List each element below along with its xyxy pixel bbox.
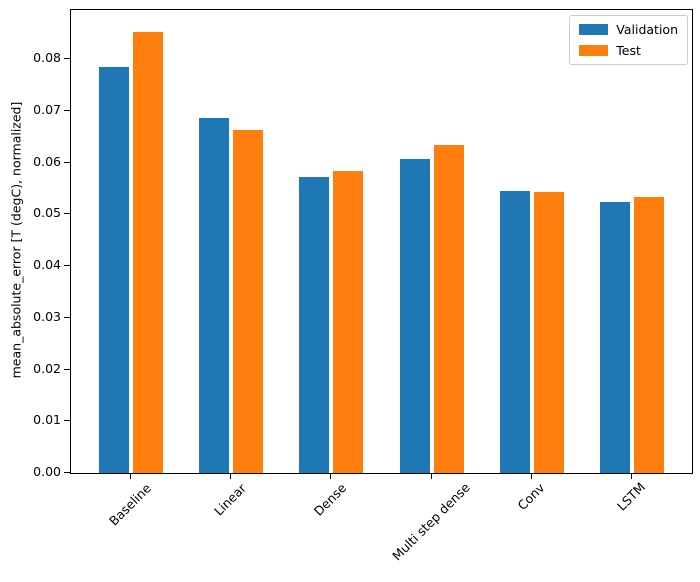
y-tick-mark	[64, 265, 70, 267]
legend-row-test: Test	[579, 43, 678, 58]
plot-area: Validation Test	[70, 9, 693, 474]
bar-test-baseline	[133, 32, 164, 473]
bar-test-multi-step-dense	[433, 145, 464, 473]
y-tick-label: 0.08	[33, 50, 61, 66]
y-tick-mark	[64, 368, 70, 370]
bar-validation-dense	[299, 176, 330, 473]
x-tick-label-dense: Dense	[311, 479, 350, 519]
legend-label-test: Test	[616, 43, 641, 58]
bar-test-lstm	[633, 197, 664, 473]
y-tick-label: 0.04	[33, 257, 61, 273]
bar-validation-conv	[499, 191, 530, 473]
y-tick-label: 0.02	[33, 360, 61, 376]
x-tick-mark	[230, 473, 232, 479]
x-tick-label-conv: Conv	[514, 480, 548, 514]
legend-swatch-test	[579, 45, 609, 56]
bar-validation-multi-step-dense	[399, 159, 430, 473]
bar-test-linear	[233, 130, 264, 473]
x-tick-label-lstm: LSTM	[613, 479, 648, 515]
y-tick-mark	[64, 58, 70, 60]
y-tick-mark	[64, 420, 70, 422]
y-tick-label: 0.01	[33, 412, 61, 428]
x-tick-mark	[530, 473, 532, 479]
x-tick-label-baseline: Baseline	[106, 479, 155, 529]
y-tick-mark	[64, 213, 70, 215]
y-tick-label: 0.00	[33, 464, 61, 479]
bar-validation-baseline	[99, 66, 130, 473]
y-tick-label: 0.05	[33, 205, 61, 221]
y-tick-mark	[64, 109, 70, 111]
x-tick-mark	[330, 473, 332, 479]
bar-validation-lstm	[599, 201, 630, 473]
x-tick-label-multi-step-dense: Multi step dense	[388, 479, 473, 564]
y-tick-mark	[64, 316, 70, 318]
legend-swatch-validation	[579, 24, 609, 35]
y-tick-label: 0.07	[33, 101, 61, 117]
y-tick-mark	[64, 472, 70, 473]
x-tick-labels: Baseline Linear Dense Multi step dense Conv L…	[0, 472, 700, 582]
y-tick-mark	[64, 161, 70, 163]
legend: Validation Test	[569, 15, 688, 65]
bar-validation-linear	[199, 117, 230, 473]
x-tick-label-linear: Linear	[211, 480, 250, 519]
y-axis-label: mean_absolute_error [T (degC), normalize…	[8, 101, 24, 379]
x-tick-mark	[630, 473, 632, 479]
bar-test-conv	[533, 192, 564, 473]
x-tick-mark	[130, 473, 132, 479]
legend-label-validation: Validation	[616, 22, 678, 37]
y-tick-label: 0.03	[33, 308, 61, 324]
y-tick-label: 0.06	[33, 153, 61, 169]
legend-row-validation: Validation	[579, 22, 678, 37]
bar-test-dense	[333, 171, 364, 473]
x-tick-mark	[430, 473, 432, 479]
